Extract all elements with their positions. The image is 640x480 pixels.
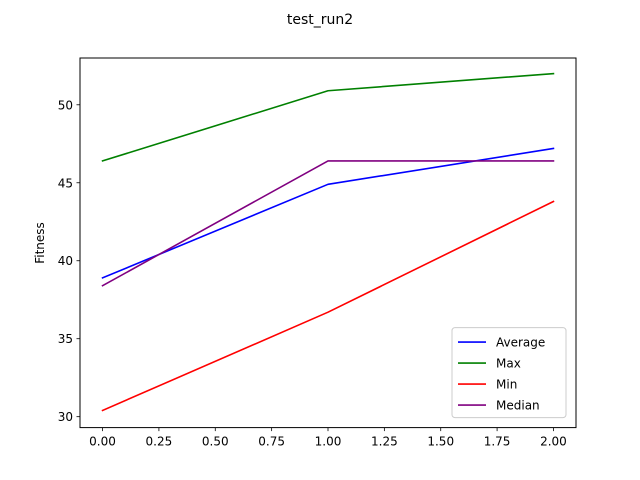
y-tick-label: 40 <box>58 254 73 268</box>
legend-label-average: Average <box>496 336 545 350</box>
x-axis: 0.00 0.25 0.50 0.75 1.00 1.25 1.50 1.75 2.00 <box>89 427 567 449</box>
y-tick-label: 50 <box>58 98 73 112</box>
legend-label-median: Median <box>496 399 540 413</box>
legend-label-max: Max <box>496 357 521 371</box>
y-axis: 30 35 40 45 50 <box>58 98 80 424</box>
legend: Average Max Min Median <box>451 327 567 419</box>
x-tick-label: 1.25 <box>371 435 398 449</box>
x-tick-label: 0.25 <box>146 435 173 449</box>
chart-title: test_run2 <box>287 12 353 28</box>
x-tick-label: 0.50 <box>202 435 229 449</box>
y-tick-label: 35 <box>58 332 73 346</box>
x-tick-label: 1.75 <box>484 435 511 449</box>
x-tick-label: 1.00 <box>315 435 342 449</box>
legend-frame <box>451 327 567 419</box>
series-line-min <box>101 200 555 412</box>
x-tick-label: 0.75 <box>258 435 285 449</box>
y-tick-label: 45 <box>58 176 73 190</box>
series-line-median <box>101 160 555 287</box>
y-tick-label: 30 <box>58 410 73 424</box>
x-tick-label: 1.50 <box>427 435 454 449</box>
series-layer <box>101 72 555 412</box>
x-tick-label: 0.00 <box>89 435 116 449</box>
y-axis-label: Fitness <box>33 222 47 264</box>
series-line-max <box>101 72 555 162</box>
legend-label-min: Min <box>496 378 517 392</box>
x-tick-label: 2.00 <box>540 435 567 449</box>
